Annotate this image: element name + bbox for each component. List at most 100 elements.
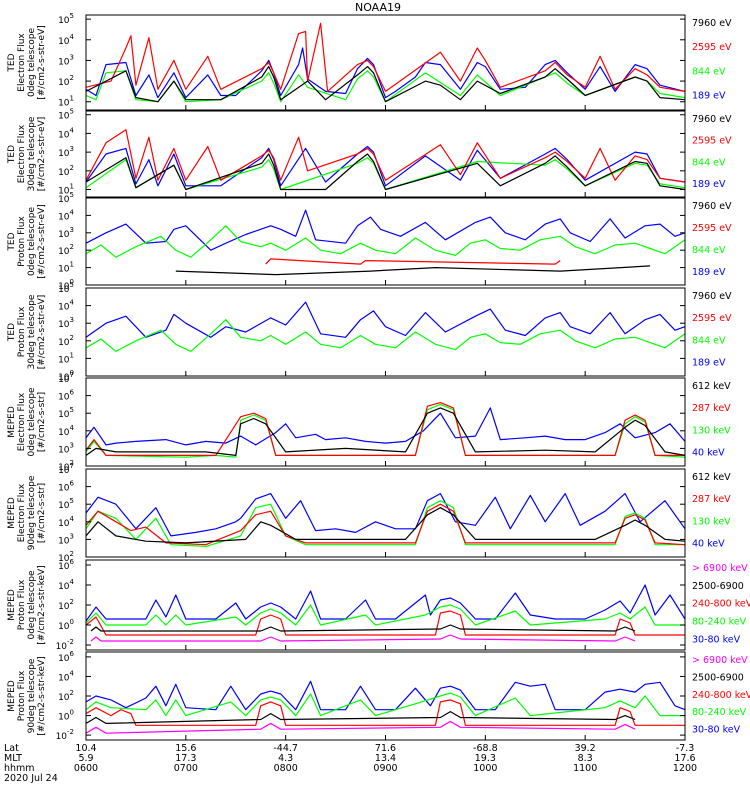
y-tick-exponent: 1 <box>70 261 74 269</box>
y-axis-label-line: MEPED <box>7 680 17 712</box>
y-tick-label: 104 <box>58 424 74 438</box>
x-tick-lat: 71.6 <box>375 743 396 754</box>
y-tick-exponent: 3 <box>70 226 74 234</box>
y-tick-exponent: 5 <box>70 497 74 505</box>
y-tick-label: 102 <box>58 598 74 612</box>
y-tick-exponent: 6 <box>70 480 75 488</box>
y-tick-label: 102 <box>58 334 74 348</box>
legend-entry: 7960 eV <box>692 291 732 302</box>
legend-entry: 189 eV <box>692 179 726 190</box>
series-line-844-ev <box>85 225 686 258</box>
y-tick-exponent: 4 <box>70 669 75 677</box>
series-line-612-kev <box>85 507 686 544</box>
y-tick-exponent: 3 <box>70 532 74 540</box>
y-tick-exponent: 2 <box>70 459 74 467</box>
y-tick-exponent: 4 <box>70 578 75 586</box>
y-axis-label: MEPEDElectron Flux0deg telescope[#/cm2-s… <box>7 387 47 457</box>
legend-entry: 189 eV <box>692 91 726 102</box>
y-axis-label-line: MEPED <box>7 406 17 438</box>
y-tick-exponent: 2 <box>70 243 74 251</box>
legend-entry: 7960 eV <box>692 18 732 29</box>
y-axis-label-line: 30deg telescope <box>27 294 37 369</box>
series-line-80-240-kev <box>85 692 685 717</box>
y-tick-label: 103 <box>58 441 74 455</box>
y-axis-label-line: [#/cm2-s-str] <box>37 392 47 452</box>
y-tick-label: 101 <box>58 351 74 365</box>
panel-frame <box>85 14 686 111</box>
y-tick-label: 104 <box>58 33 74 47</box>
x-tick-hhmm: 0800 <box>274 763 298 774</box>
y-axis-label-line: [#/cm2-s-str-eV] <box>37 117 47 192</box>
x-row-label: MLT <box>4 753 22 764</box>
y-tick-label: 103 <box>58 145 74 159</box>
y-tick-label: 101 <box>58 261 74 275</box>
y-axis-label-line: 0deg telescope <box>27 387 37 457</box>
series-line-40-kev <box>85 493 686 537</box>
y-tick-exponent: 4 <box>70 515 75 523</box>
legend-entry: 240-800 keV <box>692 599 750 610</box>
legend-entry: 80-240 keV <box>692 616 747 627</box>
y-tick-exponent: 2 <box>70 598 74 606</box>
y-tick-label: 105 <box>58 12 74 26</box>
series-line-287-kev <box>85 402 685 456</box>
y-tick-exponent: 4 <box>70 299 75 307</box>
y-tick-label: 104 <box>58 126 74 140</box>
y-tick-exponent: 6 <box>70 558 75 566</box>
legend-entry: 2500-6900 <box>692 581 744 592</box>
y-tick-exponent: 5 <box>70 191 74 199</box>
y-tick-label: 104 <box>58 299 74 313</box>
legend-entry: 7960 eV <box>692 201 732 212</box>
x-row-label: 2020 Jul 24 <box>4 773 58 784</box>
x-tick-mlt: 13.4 <box>375 753 396 764</box>
x-tick-lat: -68.8 <box>473 743 498 754</box>
series-line-80-240-kev <box>85 604 685 626</box>
y-axis-label: TEDElectron Flux0deg telescope[#/cm2-s-s… <box>7 25 47 100</box>
y-axis-label-line: 90deg telescope <box>27 475 37 550</box>
legend-entry: 2595 eV <box>692 313 732 324</box>
legend-entry: 189 eV <box>692 267 726 278</box>
legend-entry: 80-240 keV <box>692 707 747 718</box>
x-tick-mlt: 5.9 <box>78 753 93 764</box>
series-line-40-kev <box>85 407 686 446</box>
y-tick-label: 106 <box>58 389 74 403</box>
x-row-label: hhmm <box>4 763 35 774</box>
y-tick-exponent: 7 <box>70 462 74 470</box>
legend-entry: 844 eV <box>692 157 726 168</box>
y-tick-exponent: 3 <box>70 316 74 324</box>
y-axis-label-line: TED <box>7 232 17 251</box>
y-tick-exponent: 3 <box>70 145 74 153</box>
y-tick-exponent: 2 <box>70 689 74 697</box>
legend-entry: 2595 eV <box>692 42 732 53</box>
y-axis-label-line: TED <box>7 323 17 342</box>
series-line-2500-6900 <box>90 624 636 632</box>
y-tick-exponent: 0 <box>70 709 74 717</box>
y-axis-label-line: Electron Flux <box>17 33 27 92</box>
y-tick-exponent: 2 <box>70 164 74 172</box>
y-tick-label: 102 <box>58 243 74 257</box>
series-line-2595-ev <box>265 258 561 265</box>
y-tick-label: 10-2 <box>56 728 74 742</box>
legend-entry: 287 keV <box>692 494 731 505</box>
x-tick-lat: 10.4 <box>75 743 96 754</box>
y-tick-exponent: 5 <box>70 108 74 116</box>
y-axis-label-line: [#/cm2-s-str-keV] <box>37 565 47 644</box>
y-axis-label-line: Proton Flux <box>17 579 27 630</box>
series-line-189-ev <box>85 47 686 99</box>
y-tick-exponent: 5 <box>70 12 74 20</box>
y-axis-label-line: 0deg telescope <box>27 28 37 98</box>
y-axis-label-line: [#/cm2-s-str-eV] <box>37 295 47 370</box>
x-tick-mlt: 17.3 <box>175 753 196 764</box>
series-line-7960-ev <box>85 153 686 191</box>
y-axis-label-line: MEPED <box>7 497 17 529</box>
x-tick-lat: 15.6 <box>175 743 196 754</box>
legend-entry: > 6900 keV <box>692 563 748 574</box>
legend-entry: 2595 eV <box>692 223 732 234</box>
y-tick-exponent: -2 <box>67 638 74 646</box>
series-line-240-800-kev <box>85 699 685 726</box>
legend-entry: 130 keV <box>692 425 731 436</box>
x-tick-mlt: 4.3 <box>278 753 293 764</box>
